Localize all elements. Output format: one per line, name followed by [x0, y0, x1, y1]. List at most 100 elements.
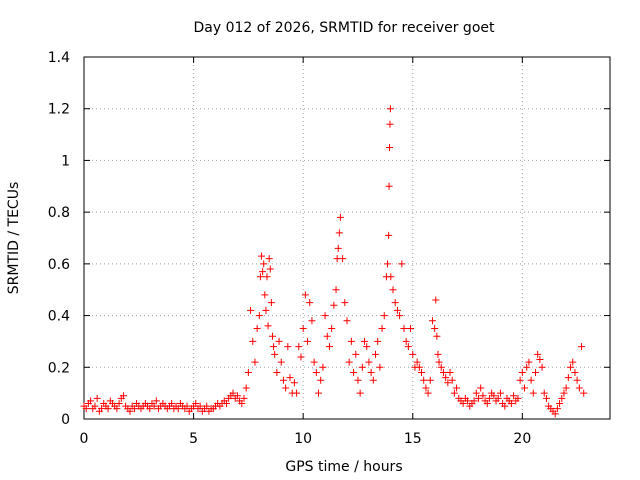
data-point — [536, 356, 544, 364]
data-point — [275, 337, 283, 345]
data-point — [319, 363, 327, 371]
data-point — [562, 384, 570, 392]
x-tick-labels: 0 5 10 15 20 — [80, 431, 532, 447]
data-point — [196, 402, 204, 410]
data-point — [295, 343, 303, 351]
data-point — [358, 363, 366, 371]
data-point — [450, 389, 458, 397]
data-point — [265, 255, 273, 263]
y-tick-label: 1.4 — [48, 50, 70, 66]
data-point — [413, 358, 421, 366]
data-point — [335, 229, 343, 237]
data-point — [240, 394, 248, 402]
data-point — [249, 337, 257, 345]
data-point — [422, 384, 430, 392]
x-tick-label: 5 — [189, 431, 198, 447]
data-point — [238, 399, 246, 407]
data-point — [356, 389, 364, 397]
data-point — [435, 358, 443, 366]
data-point — [91, 402, 99, 410]
chart-title: Day 012 of 2026, SRMTID for receiver goe… — [194, 20, 495, 36]
data-point — [385, 231, 393, 239]
data-point — [82, 405, 90, 413]
data-point — [525, 358, 533, 366]
data-point — [402, 337, 410, 345]
data-point — [255, 312, 263, 320]
data-point — [323, 332, 331, 340]
data-point — [282, 384, 290, 392]
data-point — [420, 376, 428, 384]
data-point — [448, 376, 456, 384]
data-point — [396, 312, 404, 320]
data-point — [374, 337, 382, 345]
data-point — [558, 394, 566, 402]
data-point — [317, 376, 325, 384]
data-point — [424, 389, 432, 397]
data-point — [556, 399, 564, 407]
data-point — [244, 368, 252, 376]
y-tick-label: 0.8 — [48, 205, 70, 221]
data-point — [268, 332, 276, 340]
data-point — [267, 299, 275, 307]
data-point — [400, 325, 408, 332]
data-point — [472, 389, 480, 397]
data-point — [434, 350, 442, 358]
data-point — [258, 252, 266, 260]
data-point — [479, 392, 487, 400]
data-point — [553, 405, 561, 413]
data-point — [437, 363, 445, 371]
data-point — [328, 325, 336, 332]
data-point — [253, 325, 261, 332]
data-point — [398, 260, 406, 268]
data-point — [573, 376, 581, 384]
data-point — [332, 286, 340, 294]
data-point — [334, 244, 342, 252]
data-point — [531, 368, 539, 376]
data-point — [376, 363, 384, 371]
data-point — [363, 343, 371, 351]
data-point — [542, 394, 550, 402]
y-tick-label: 0.2 — [48, 360, 70, 376]
data-point — [270, 343, 278, 351]
data-point — [507, 399, 515, 407]
data-point — [308, 317, 316, 325]
data-point — [496, 389, 504, 397]
data-point — [347, 337, 355, 345]
data-point — [389, 286, 397, 294]
data-point — [393, 306, 401, 314]
data-point — [477, 384, 485, 392]
x-tick-label: 15 — [404, 431, 422, 447]
data-point — [371, 350, 379, 358]
data-point — [470, 397, 478, 405]
data-points — [80, 105, 588, 418]
data-point — [262, 306, 270, 314]
data-point — [229, 389, 237, 397]
data-point — [540, 389, 548, 397]
data-point — [98, 405, 106, 413]
data-point — [183, 402, 191, 410]
data-point — [564, 374, 572, 382]
data-point — [304, 337, 312, 345]
data-point — [261, 291, 269, 299]
y-tick-label: 1 — [61, 153, 70, 169]
data-point — [325, 343, 333, 351]
data-point — [115, 399, 123, 407]
data-point — [501, 402, 509, 410]
data-point — [251, 358, 259, 366]
data-point — [453, 384, 461, 392]
data-point — [273, 368, 281, 376]
data-point — [538, 363, 546, 371]
x-axis-label: GPS time / hours — [285, 459, 402, 475]
data-point — [433, 332, 441, 340]
data-point — [490, 392, 498, 400]
data-point — [264, 322, 272, 330]
data-point — [386, 144, 394, 151]
data-point — [315, 389, 323, 397]
data-point — [192, 399, 200, 407]
data-point — [113, 405, 121, 413]
data-point — [352, 350, 360, 358]
data-point — [523, 363, 531, 371]
data-point — [279, 376, 287, 384]
x-tick-label: 10 — [294, 431, 312, 447]
